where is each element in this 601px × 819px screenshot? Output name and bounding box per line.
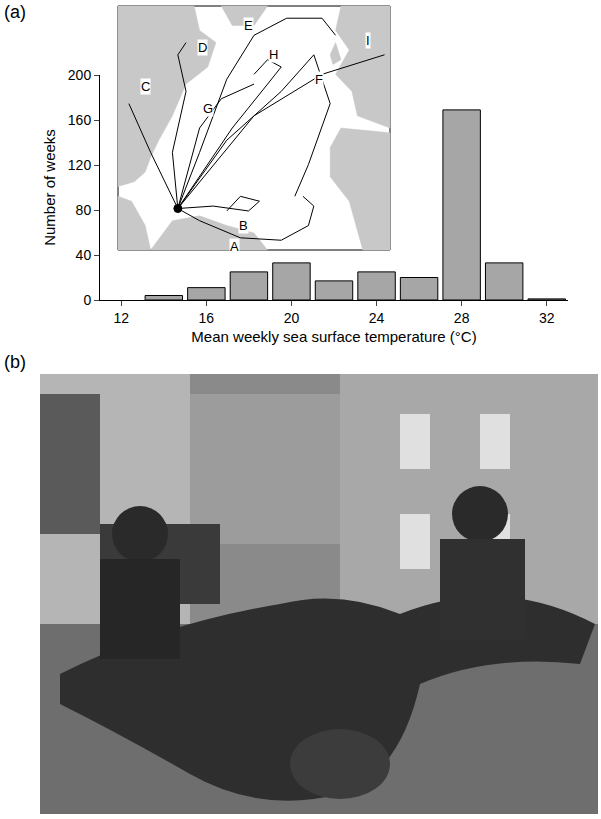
svg-text:24: 24 <box>369 310 385 326</box>
svg-text:12: 12 <box>113 310 129 326</box>
svg-text:40: 40 <box>76 247 92 263</box>
html-text:(b): (b) <box>4 352 26 372</box>
svg-text:G: G <box>203 101 213 116</box>
svg-text:F: F <box>315 72 323 87</box>
svg-text:I: I <box>366 33 370 48</box>
svg-text:Mean weekly sea surface temper: Mean weekly sea surface temperature (°C) <box>191 328 476 345</box>
html-text:(a): (a) <box>4 2 26 22</box>
svg-text:C: C <box>141 79 150 94</box>
svg-text:Number of weeks: Number of weeks <box>41 129 58 246</box>
svg-text:20: 20 <box>284 310 300 326</box>
svg-text:28: 28 <box>454 310 470 326</box>
svg-text:B: B <box>239 218 248 233</box>
svg-text:E: E <box>244 18 253 33</box>
svg-text:D: D <box>198 40 207 55</box>
svg-text:H: H <box>269 47 278 62</box>
svg-text:A: A <box>230 239 239 254</box>
svg-text:0: 0 <box>83 292 91 308</box>
svg-text:16: 16 <box>199 310 215 326</box>
svg-text:200: 200 <box>68 67 92 83</box>
svg-text:160: 160 <box>68 112 92 128</box>
svg-text:32: 32 <box>539 310 555 326</box>
svg-text:120: 120 <box>68 157 92 173</box>
svg-text:80: 80 <box>76 202 92 218</box>
